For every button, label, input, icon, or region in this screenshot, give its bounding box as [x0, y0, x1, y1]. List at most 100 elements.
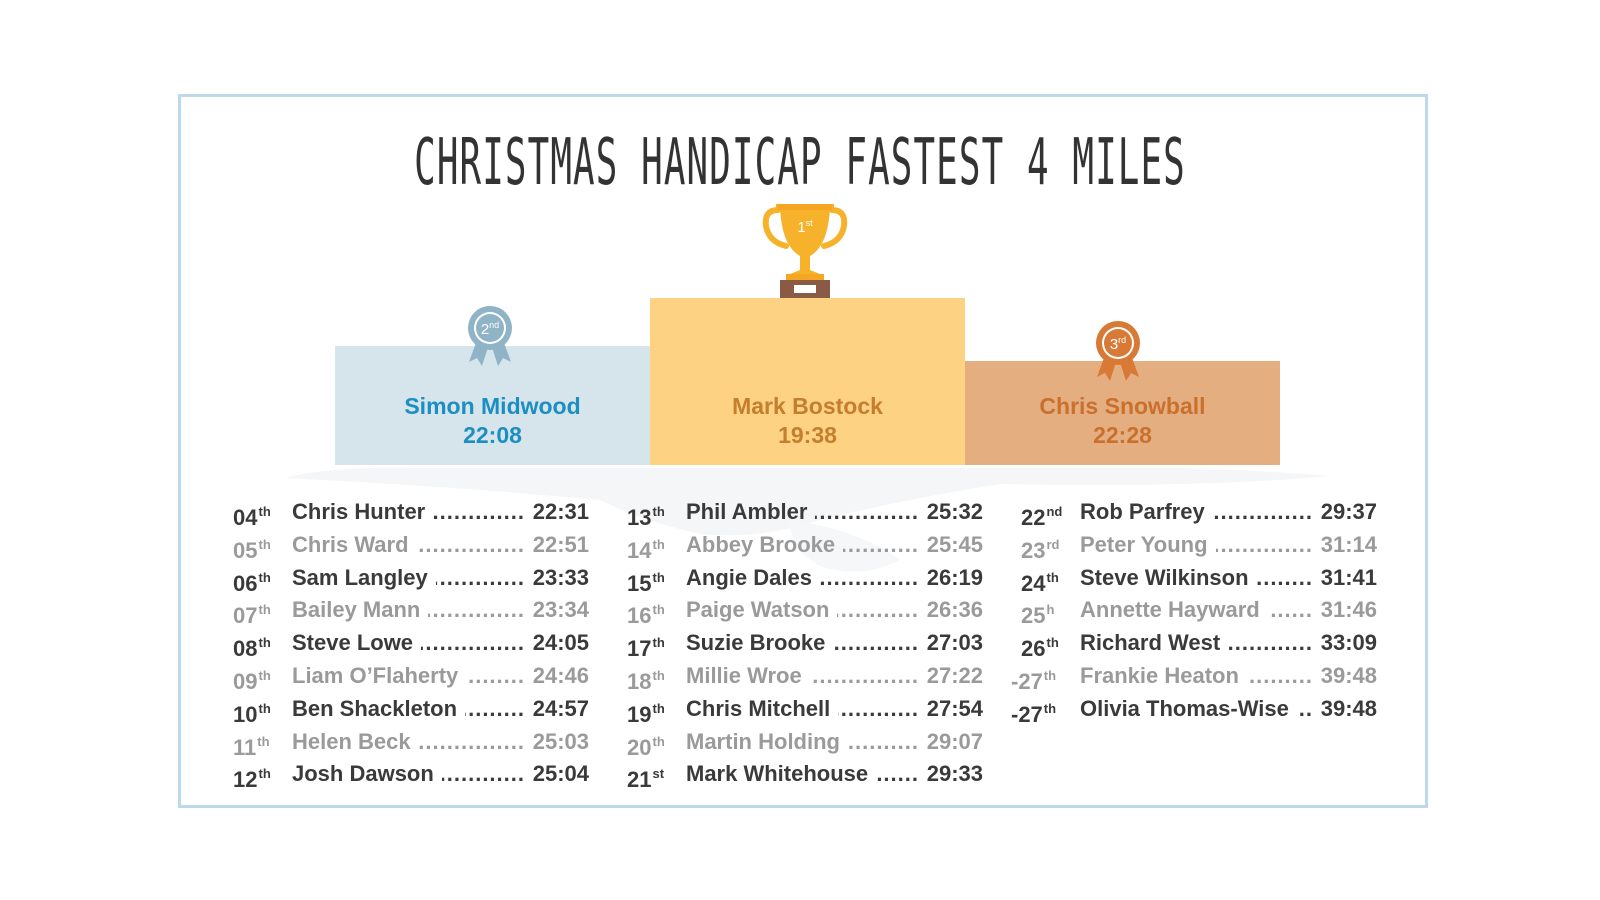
leader-dots: ........................................…: [838, 695, 919, 721]
result-row: 07th Bailey Mann.........................…: [233, 594, 589, 629]
position-number: 17: [627, 636, 652, 662]
leader-dots: ........................................…: [1257, 564, 1313, 590]
position-suffix: th: [258, 667, 271, 683]
result-position: 26th: [1021, 627, 1081, 665]
runner-time: 24:05: [532, 630, 589, 656]
position-number: -27: [1011, 701, 1043, 727]
result-position: 22nd: [1021, 496, 1081, 534]
leader-dots: ........................................…: [417, 531, 525, 557]
runner-name: Steve Lowe: [292, 630, 414, 656]
runner-time: 23:34: [532, 597, 589, 623]
position-suffix: th: [652, 700, 665, 716]
result-row: 11th Helen Beck..........................…: [233, 726, 589, 760]
second-place-time: 22:08: [463, 422, 522, 448]
result-position: 15th: [627, 562, 687, 600]
third-badge-suffix: rd: [1118, 335, 1126, 345]
result-position: 25h: [1021, 594, 1081, 632]
runner-time: 33:09: [1320, 630, 1377, 656]
result-position: -27th: [1011, 693, 1071, 731]
leader-dots: ........................................…: [1268, 597, 1313, 623]
position-number: 21: [627, 767, 652, 793]
result-row: -27th Olivia Thomas-Wise.................…: [1011, 693, 1377, 727]
position-number: 14: [627, 537, 652, 563]
position-suffix: th: [258, 700, 271, 716]
runner-name: Steve Wilkinson: [1080, 564, 1249, 590]
position-number: 09: [233, 668, 258, 694]
result-row: 04th Chris Hunter........................…: [233, 496, 589, 530]
svg-text:3rd: 3rd: [1110, 335, 1126, 353]
result-row: 26th Richard West........................…: [1021, 627, 1377, 661]
leader-dots: ........................................…: [876, 761, 919, 787]
runner-time: 26:36: [926, 597, 983, 623]
position-number: 18: [627, 668, 652, 694]
runner-name: Bailey Mann: [292, 597, 421, 623]
first-badge-suffix: st: [806, 218, 814, 228]
runner-name: Suzie Brooke: [686, 630, 826, 656]
runner-name: Annette Hayward: [1080, 597, 1260, 623]
position-suffix: rd: [1046, 536, 1060, 552]
runner-name: Paige Watson: [686, 597, 830, 623]
position-number: -27: [1011, 668, 1043, 694]
first-place-time: 19:38: [778, 422, 837, 448]
runner-time: 25:04: [532, 761, 589, 787]
leader-dots: ........................................…: [837, 597, 919, 623]
position-number: 23: [1021, 537, 1046, 563]
runner-name: Frankie Heaton: [1080, 662, 1239, 688]
position-number: 15: [627, 570, 652, 596]
position-suffix: th: [652, 536, 665, 552]
runner-time: 39:48: [1320, 662, 1377, 688]
result-position: 08th: [233, 627, 293, 665]
result-row: 18th Millie Wroe.........................…: [627, 660, 983, 694]
podium-second: Simon Midwood 22:08: [335, 346, 650, 465]
leader-dots: ........................................…: [1247, 662, 1313, 688]
runner-name: Chris Hunter: [292, 499, 426, 524]
runner-time: 24:46: [532, 662, 589, 688]
result-position: 18th: [627, 660, 687, 698]
runner-name: Millie Wroe: [686, 662, 802, 688]
third-place-time: 22:28: [1093, 422, 1152, 448]
position-suffix: th: [258, 635, 271, 651]
runner-time: 24:57: [532, 695, 589, 721]
result-row: 05th Chris Ward..........................…: [233, 529, 589, 563]
leader-dots: ........................................…: [428, 597, 525, 623]
result-row: 16th Paige Watson........................…: [627, 594, 983, 628]
result-row: 22nd Rob Parfrey.........................…: [1021, 496, 1377, 530]
result-position: 20th: [627, 726, 687, 764]
runner-name: Sam Langley: [292, 564, 428, 590]
leader-dots: ........................................…: [810, 662, 919, 688]
rosette-icon-bronze: 3rd: [1096, 321, 1140, 381]
leader-dots: ........................................…: [1297, 695, 1313, 721]
position-suffix: th: [1043, 700, 1057, 716]
position-number: 24: [1021, 570, 1046, 596]
result-row: -27th Frankie Heaton.....................…: [1011, 660, 1377, 694]
leader-dots: ........................................…: [833, 630, 919, 656]
leader-dots: ........................................…: [820, 564, 919, 590]
result-row: 17th Suzie Brooke........................…: [627, 627, 983, 662]
runner-name: Phil Ambler: [686, 499, 808, 524]
position-number: 25: [1021, 603, 1046, 629]
result-position: 12th: [233, 758, 293, 796]
result-row: 20th Martin Holding......................…: [627, 726, 983, 760]
position-number: 07: [233, 603, 258, 629]
position-number: 20: [627, 734, 652, 760]
rosette-icon-silver: 2nd: [468, 306, 512, 366]
runner-name: Richard West: [1080, 630, 1221, 656]
position-suffix: th: [652, 635, 665, 651]
position-suffix: th: [258, 536, 271, 552]
third-badge-number: 3: [1110, 336, 1118, 353]
result-row: 10th Ben Shackleton......................…: [233, 693, 589, 727]
leader-dots: ........................................…: [1228, 630, 1313, 656]
position-number: 10: [233, 701, 258, 727]
position-number: 12: [233, 767, 258, 793]
leader-dots: ........................................…: [433, 499, 525, 524]
position-number: 16: [627, 603, 652, 629]
runner-name: Rob Parfrey: [1080, 499, 1205, 524]
result-row: 06th Sam Langley.........................…: [233, 562, 589, 596]
result-row: 13th Phil Ambler.........................…: [627, 496, 983, 530]
result-position: 16th: [627, 594, 687, 632]
result-position: 23rd: [1021, 529, 1081, 567]
runner-name: Josh Dawson: [292, 761, 434, 787]
runner-time: 31:46: [1320, 597, 1377, 623]
runner-name: Olivia Thomas-Wise: [1080, 695, 1289, 721]
